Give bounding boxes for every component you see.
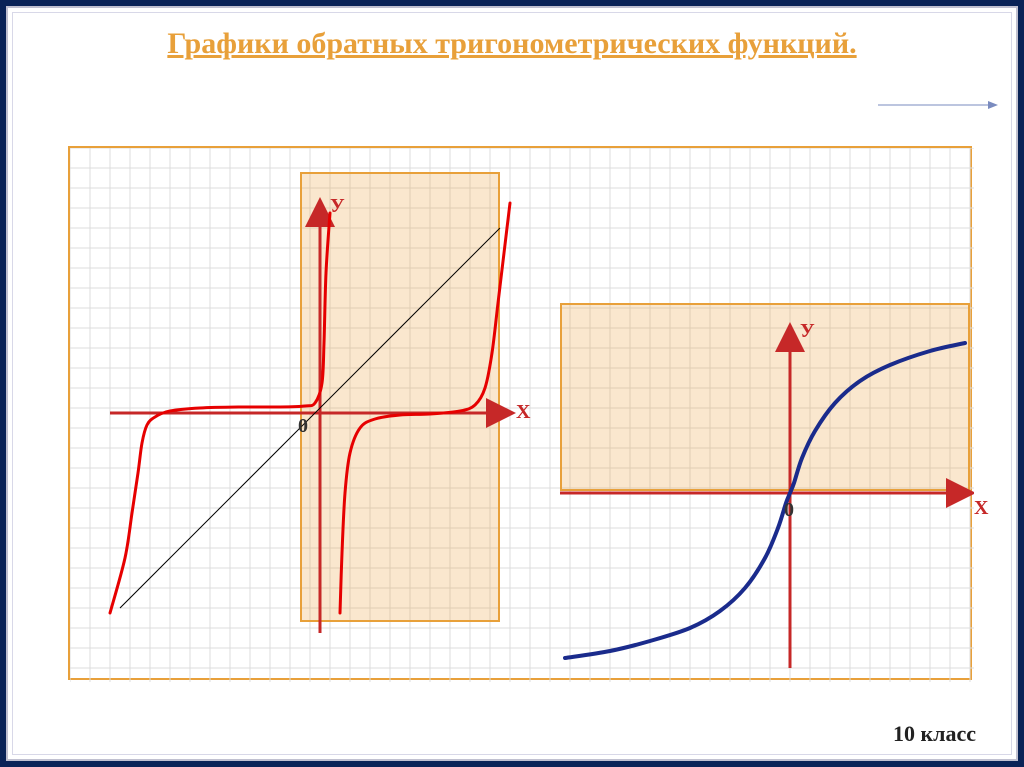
- right-y-label: У: [800, 320, 815, 343]
- title-arrow-icon: [878, 100, 998, 110]
- footer-text: 10 класс: [893, 721, 976, 747]
- right-origin-label: 0: [784, 499, 794, 522]
- left-y-label: У: [330, 195, 345, 218]
- left-x-label: Х: [516, 401, 530, 424]
- right-x-label: Х: [974, 497, 988, 520]
- chart-area: У Х 0 У Х 0: [68, 146, 972, 680]
- slide-frame: Графики обратных тригонометрических функ…: [6, 6, 1018, 761]
- left-origin-label: 0: [298, 415, 308, 438]
